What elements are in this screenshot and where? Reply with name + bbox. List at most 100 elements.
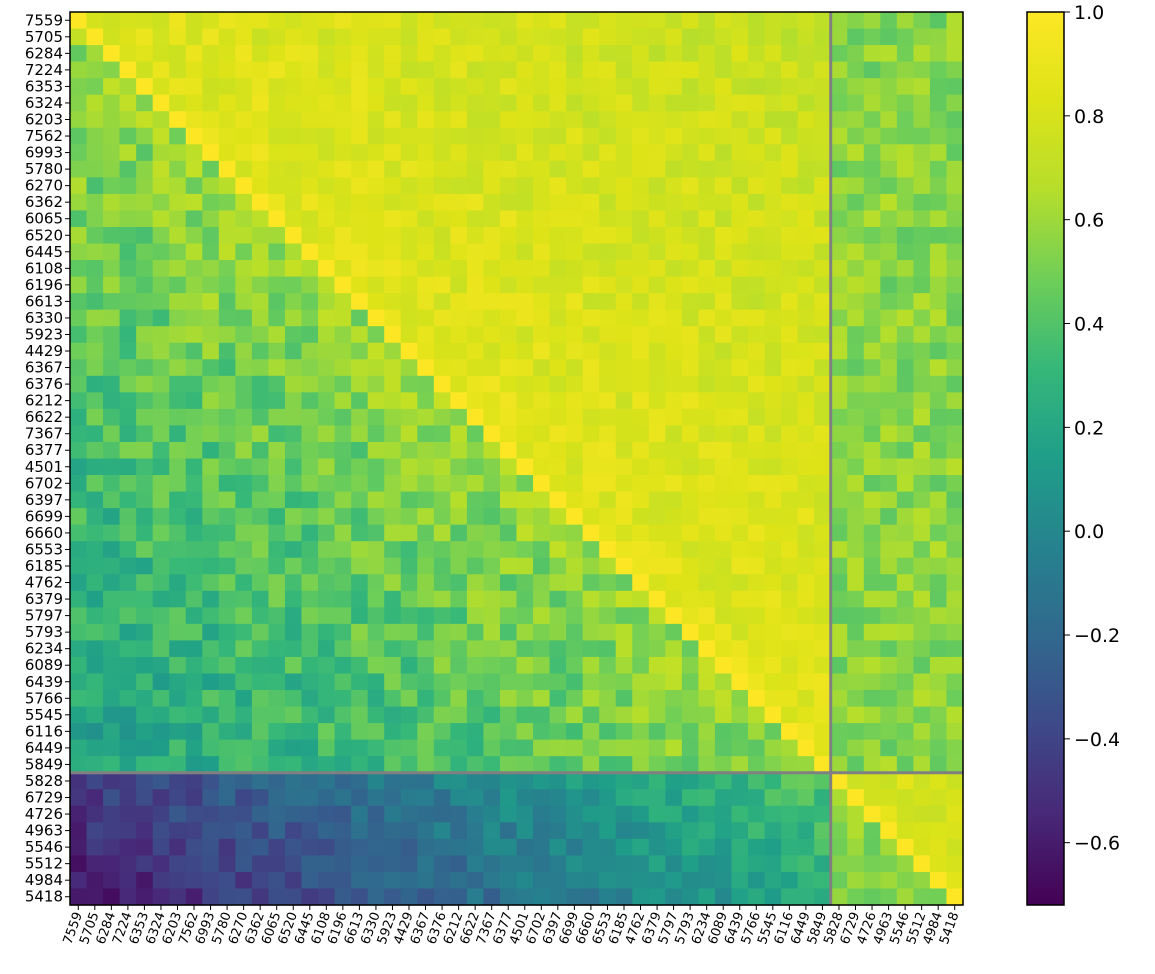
heatmap-cell [466,441,485,460]
heatmap-cell [251,888,270,906]
heatmap-cell [648,690,666,708]
heatmap-cell [351,243,369,261]
heatmap-cell [384,706,402,724]
heatmap-cell [714,623,733,642]
heatmap-cell [830,177,848,195]
heatmap-cell [235,822,253,840]
heatmap-cell [929,61,948,79]
heatmap-cell [218,425,236,443]
heatmap-cell [318,458,336,476]
heatmap-cell [797,12,815,30]
heatmap-cell [549,408,567,427]
heatmap-cell [913,590,931,608]
heatmap-cell [913,838,931,856]
heatmap-cell [70,789,88,807]
heatmap-cell [235,574,253,592]
heatmap-cell [599,12,617,30]
heatmap-cell [814,78,832,96]
heatmap-cell [367,822,385,840]
heatmap-cell [516,127,534,145]
heatmap-cell [268,425,286,443]
heatmap-cell [516,557,534,575]
heatmap-cell [533,640,551,658]
heatmap-cell [913,574,931,592]
heatmap-cell [913,260,931,278]
heatmap-cell [880,260,898,278]
heatmap-cell [731,326,749,344]
heatmap-cell [119,475,137,493]
heatmap-cell [582,12,600,30]
heatmap-cell [70,656,88,675]
heatmap-cell [400,45,418,63]
heatmap-cell [648,508,666,526]
heatmap-cell [152,475,170,493]
heatmap-cell [235,144,253,162]
heatmap-cell [632,226,650,245]
heatmap-cell [185,607,203,625]
heatmap-cell [499,408,518,427]
heatmap-cell [202,590,220,608]
heatmap-cell [70,475,88,493]
heatmap-cell [152,326,170,344]
heatmap-cell [549,574,567,592]
heatmap-cell [648,524,666,542]
heatmap-cell [499,375,518,393]
heatmap-cell [648,61,666,79]
heatmap-cell [351,408,369,427]
heatmap-cell [417,491,435,509]
heatmap-cell [714,475,733,493]
heatmap-cell [781,789,799,807]
heatmap-cell [318,640,336,658]
heatmap-cell [830,789,848,807]
heatmap-cell [599,160,617,178]
heatmap-cell [152,28,170,46]
heatmap-cell [268,723,286,741]
heatmap-cell [301,392,319,410]
heatmap-cell [599,94,617,112]
heatmap-cell [466,524,485,542]
heatmap-cell [632,723,650,741]
heatmap-cell [615,359,633,377]
heatmap-cell [218,111,236,129]
heatmap-cell [169,45,187,63]
heatmap-cell [318,309,336,327]
heatmap-cell [169,160,187,178]
heatmap-cell [450,144,468,162]
heatmap-cell [202,177,220,195]
colorbar-tick-label: 0.4 [1074,314,1104,336]
heatmap-cell [599,392,617,410]
heatmap-cell [318,871,336,890]
heatmap-cell [681,838,700,856]
heatmap-cell [566,293,584,311]
heatmap-cell [400,61,418,79]
heatmap-cell [185,441,203,460]
heatmap-cell [499,293,518,311]
heatmap-cell [847,458,865,476]
y-tick-label: 6376 [25,375,63,393]
heatmap-cell [896,243,914,261]
heatmap-cell [235,342,253,360]
heatmap-cell [136,475,154,493]
heatmap-cell [284,838,303,856]
y-tick-label: 5828 [25,772,63,790]
heatmap-cell [136,276,154,294]
heatmap-cell [896,756,914,774]
heatmap-cell [483,673,501,691]
heatmap-cell [103,226,121,245]
heatmap-cell [615,425,633,443]
heatmap-cell [582,888,600,906]
heatmap-cell [896,739,914,757]
heatmap-cell [516,590,534,608]
heatmap-cell [334,623,352,642]
heatmap-cell [814,706,832,724]
heatmap-cell [781,160,799,178]
heatmap-cell [665,309,683,327]
heatmap-cell [367,888,385,906]
heatmap-cell [318,541,336,559]
heatmap-cell [169,441,187,460]
heatmap-cell [863,739,881,757]
heatmap-cell [351,94,369,112]
heatmap-cell [70,210,88,228]
heatmap-cell [896,375,914,393]
heatmap-cell [632,640,650,658]
